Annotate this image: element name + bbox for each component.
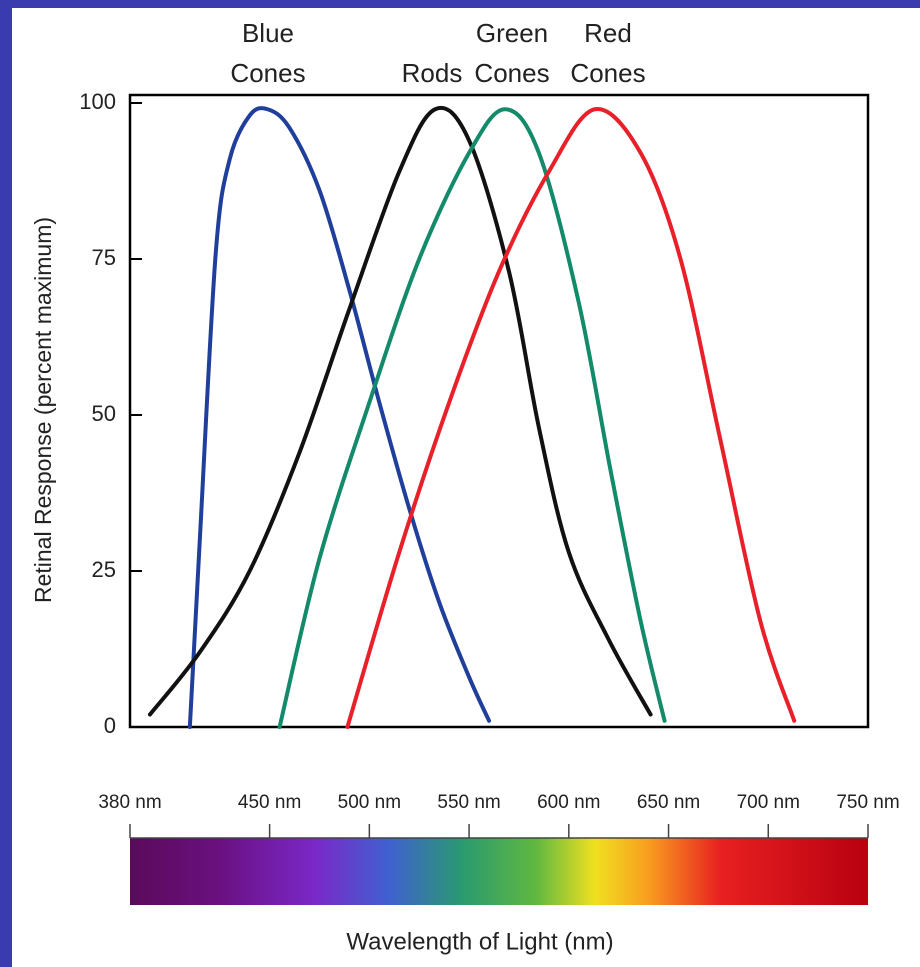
plot-frame bbox=[128, 93, 870, 729]
response-curve bbox=[187, 106, 492, 729]
response-curve bbox=[147, 105, 653, 717]
curve-label: Cones bbox=[230, 58, 305, 88]
x-axis-label: Wavelength of Light (nm) bbox=[346, 928, 613, 955]
x-tick-label: 700 nm bbox=[737, 792, 800, 813]
x-tick-label: 500 nm bbox=[338, 792, 401, 813]
x-tick-label: 750 nm bbox=[836, 792, 899, 813]
y-tick-label: 25 bbox=[92, 557, 116, 582]
curve-label: Rods bbox=[402, 58, 463, 88]
y-tick-label: 100 bbox=[79, 89, 116, 114]
panel bbox=[12, 8, 920, 967]
y-tick-label: 50 bbox=[92, 401, 116, 426]
response-curve bbox=[277, 107, 667, 729]
x-tick-label: 380 nm bbox=[98, 792, 161, 813]
x-tick-label: 550 nm bbox=[437, 792, 500, 813]
curve-label: Blue bbox=[242, 18, 294, 48]
y-tick-label: 75 bbox=[92, 245, 116, 270]
x-tick-label: 600 nm bbox=[537, 792, 600, 813]
curve-label: Cones bbox=[474, 58, 549, 88]
y-tick-label: 0 bbox=[104, 713, 116, 738]
curve-label: Red bbox=[584, 18, 632, 48]
response-curve bbox=[345, 107, 797, 729]
curve-label: Green bbox=[476, 18, 548, 48]
curve-label: Cones bbox=[570, 58, 645, 88]
y-axis-label: Retinal Response (percent maximum) bbox=[30, 217, 56, 603]
x-tick-label: 650 nm bbox=[637, 792, 700, 813]
x-tick-label: 450 nm bbox=[238, 792, 301, 813]
spectrum-bar bbox=[130, 838, 868, 905]
